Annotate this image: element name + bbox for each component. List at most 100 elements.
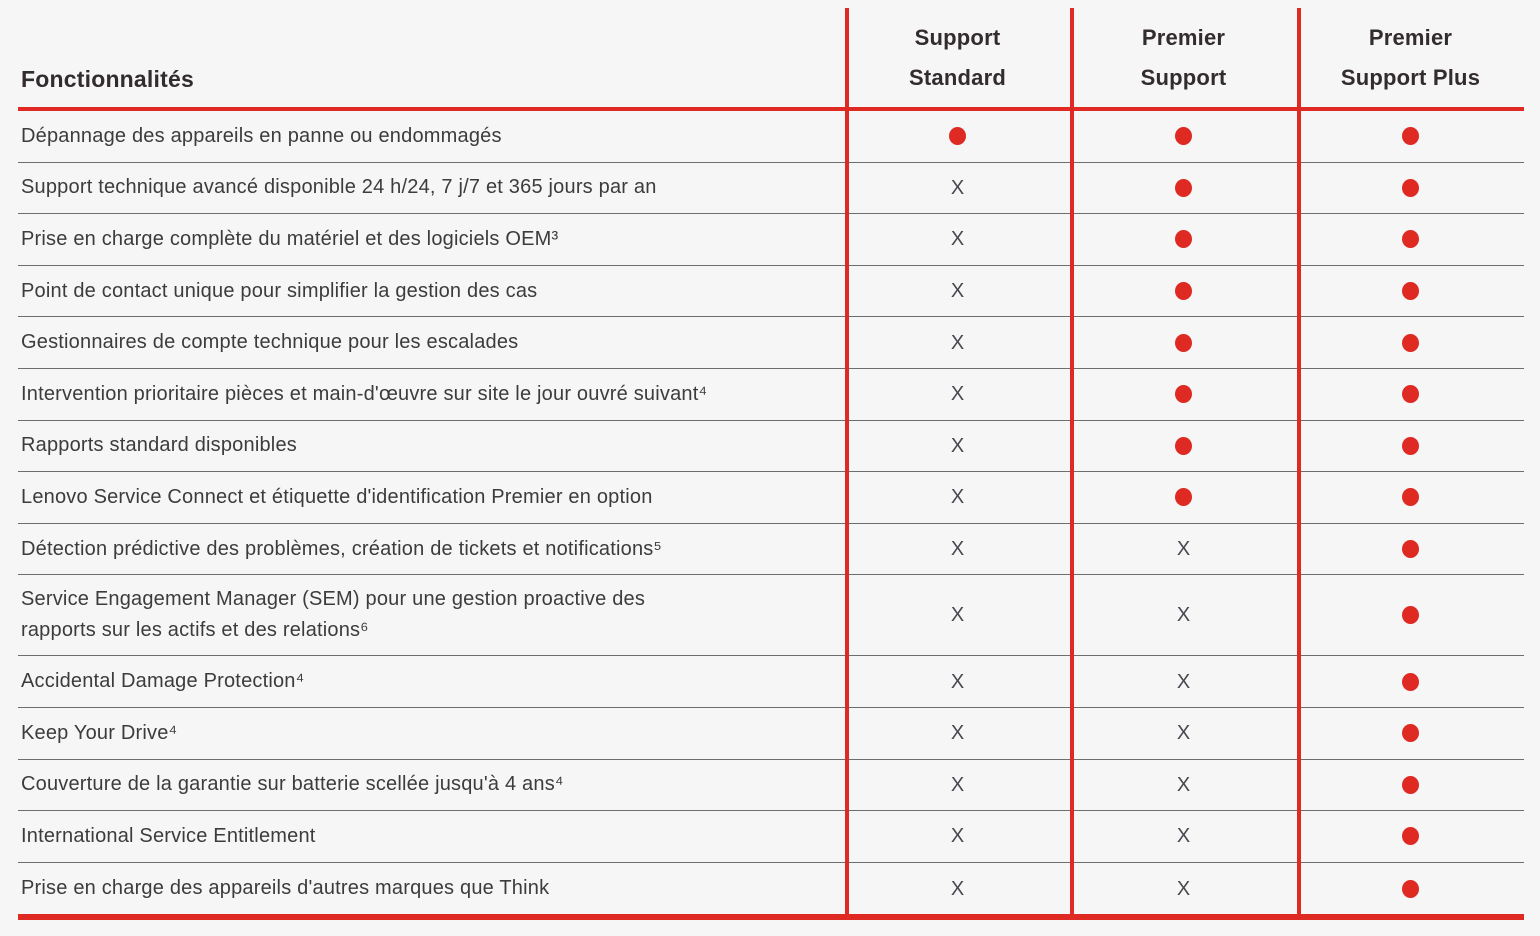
value-cell-not-included: X [845,575,1070,655]
feature-label: Point de contact unique pour simplifier … [21,279,538,302]
feature-label: Lenovo Service Connect et étiquette d'id… [21,485,653,508]
table-row: Dépannage des appareils en panne ou endo… [18,111,1524,163]
value-cell-not-included: X [845,472,1070,523]
table-row: Support technique avancé disponible 24 h… [18,163,1524,215]
included-dot-icon [1402,606,1419,625]
value-cell-not-included: X [845,524,1070,575]
not-included-x-mark: X [950,538,965,561]
value-cell-not-included: X [1070,863,1297,915]
value-cell-not-included: X [845,163,1070,214]
feature-label: Accidental Damage Protection⁴ [21,670,305,693]
table-row: Accidental Damage Protection⁴ X X [18,656,1524,708]
value-cell-not-included: X [1070,524,1297,575]
value-cell-included [1297,266,1524,317]
not-included-x-mark: X [950,604,965,627]
value-cell-included [1297,421,1524,472]
feature-label: International Service Entitlement [21,824,316,847]
included-dot-icon [1175,230,1192,249]
feature-comparison-table: Fonctionnalités Support Standard Premier … [18,8,1524,921]
value-cell-included [1070,111,1297,162]
not-included-x-mark: X [950,670,965,693]
included-dot-icon [1402,385,1419,404]
included-dot-icon [1402,230,1419,249]
column-divider-line [1297,8,1301,915]
table-row: Keep Your Drive⁴ X X [18,708,1524,760]
not-included-x-mark: X [950,434,965,457]
feature-label: Keep Your Drive⁴ [21,721,178,744]
included-dot-icon [1402,488,1419,507]
not-included-x-mark: X [950,331,965,354]
table-row: Prise en charge des appareils d'autres m… [18,863,1524,915]
value-cell-not-included: X [845,656,1070,707]
not-included-x-mark: X [950,825,965,848]
value-cell-included [1297,524,1524,575]
value-cell-included [1070,369,1297,420]
table-row: Intervention prioritaire pièces et main-… [18,369,1524,421]
feature-label: Dépannage des appareils en panne ou endo… [21,124,502,147]
column-header-label: Premier Support Plus [1340,24,1481,90]
included-dot-icon [1175,333,1192,352]
not-included-x-mark: X [950,486,965,509]
table-row: International Service Entitlement X X [18,811,1524,863]
value-cell-included [1297,708,1524,759]
not-included-x-mark: X [1176,825,1191,848]
not-included-x-mark: X [950,228,965,251]
table-header-row: Fonctionnalités Support Standard Premier … [18,8,1524,111]
column-header-label: Support Standard [909,24,1006,90]
included-dot-icon [1402,827,1419,846]
table-row: Lenovo Service Connect et étiquette d'id… [18,472,1524,524]
included-dot-icon [1402,282,1419,301]
feature-label: Prise en charge des appareils d'autres m… [21,877,550,900]
included-dot-icon [1175,178,1192,197]
value-cell-not-included: X [845,811,1070,862]
value-cell-not-included: X [1070,708,1297,759]
included-dot-icon [1175,488,1192,507]
value-cell-included [1070,317,1297,368]
value-cell-not-included: X [845,421,1070,472]
not-included-x-mark: X [950,877,965,900]
included-dot-icon [1402,436,1419,455]
value-cell-not-included: X [1070,656,1297,707]
not-included-x-mark: X [950,722,965,745]
table-row: Détection prédictive des problèmes, créa… [18,524,1524,576]
value-cell-included [1297,369,1524,420]
value-cell-included [1297,656,1524,707]
column-header-label: Premier Support [1140,24,1227,90]
value-cell-included [1297,214,1524,265]
value-cell-included [1297,760,1524,811]
table-row: Service Engagement Manager (SEM) pour un… [18,575,1524,657]
value-cell-included [1297,111,1524,162]
value-cell-not-included: X [1070,760,1297,811]
value-cell-not-included: X [1070,811,1297,862]
feature-label: Support technique avancé disponible 24 h… [21,176,657,199]
column-divider-line [1070,8,1074,915]
not-included-x-mark: X [950,773,965,796]
included-dot-icon [1402,672,1419,691]
not-included-x-mark: X [1176,538,1191,561]
feature-label: Rapports standard disponibles [21,434,297,457]
value-cell-not-included: X [845,266,1070,317]
table-row: Point de contact unique pour simplifier … [18,266,1524,318]
included-dot-icon [1402,127,1419,146]
feature-label: Détection prédictive des problèmes, créa… [21,537,662,560]
feature-label: Intervention prioritaire pièces et main-… [21,382,708,405]
included-dot-icon [1402,775,1419,794]
included-dot-icon [1402,333,1419,352]
included-dot-icon [1175,282,1192,301]
not-included-x-mark: X [950,280,965,303]
value-cell-included [1297,163,1524,214]
not-included-x-mark: X [1176,773,1191,796]
feature-label: Service Engagement Manager (SEM) pour un… [21,588,646,642]
column-header-support-standard: Support Standard [845,8,1070,107]
column-divider-line [845,8,849,915]
included-dot-icon [1175,385,1192,404]
value-cell-included [1070,266,1297,317]
value-cell-included [1070,421,1297,472]
table-row: Rapports standard disponibles X [18,421,1524,473]
included-dot-icon [1402,879,1419,898]
value-cell-not-included: X [845,863,1070,915]
value-cell-included [1297,317,1524,368]
value-cell-not-included: X [845,708,1070,759]
table-row: Gestionnaires de compte technique pour l… [18,317,1524,369]
column-header-premier-support: Premier Support [1070,8,1297,107]
